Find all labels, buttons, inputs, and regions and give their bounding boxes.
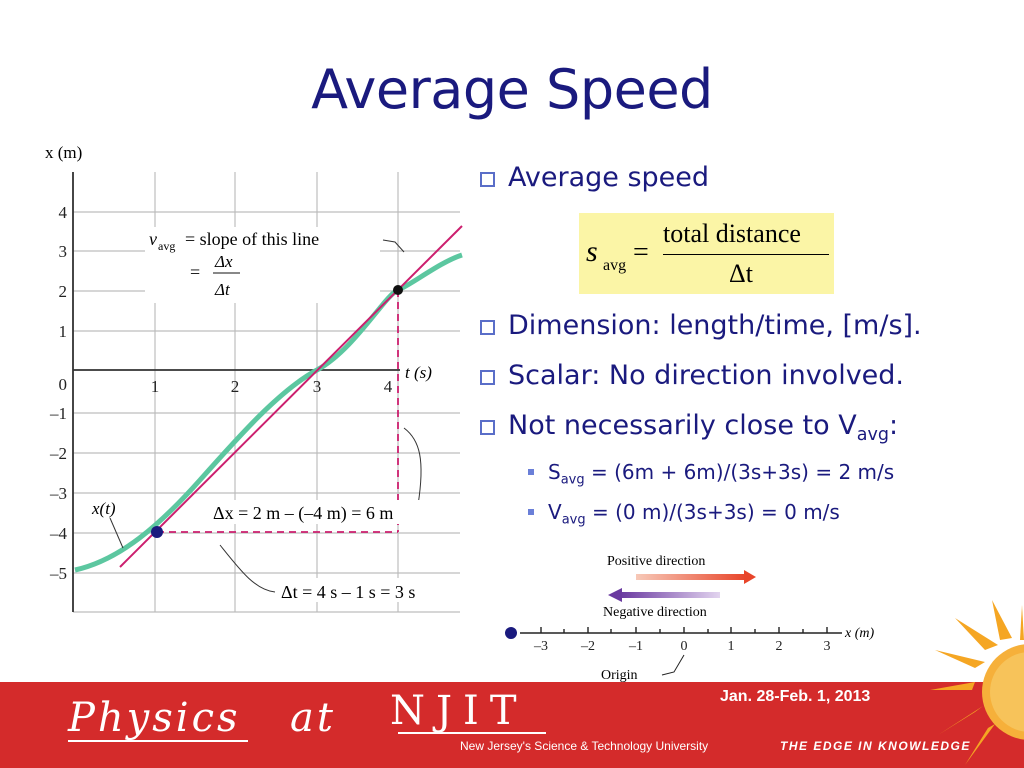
bullet-box-icon bbox=[480, 370, 495, 385]
positive-arrow bbox=[636, 574, 746, 580]
y-tick: –1 bbox=[49, 404, 67, 423]
x-tick: 3 bbox=[313, 377, 322, 396]
y-tick: 2 bbox=[59, 282, 68, 301]
nl-tick: 2 bbox=[776, 639, 783, 654]
footer-underline bbox=[68, 740, 248, 742]
nl-tick: 0 bbox=[681, 639, 688, 654]
nl-tick: –1 bbox=[628, 639, 643, 654]
nl-tick: –3 bbox=[533, 639, 548, 654]
slide-title: Average Speed bbox=[311, 58, 713, 121]
delta-t-label: Δt = 4 s – 1 s = 3 s bbox=[281, 582, 415, 602]
bullet-box-icon bbox=[480, 420, 495, 435]
sun-logo-icon bbox=[930, 600, 1024, 765]
sub-bullet-square-icon bbox=[528, 469, 534, 475]
annotation-v: v bbox=[149, 229, 157, 249]
njit-underline bbox=[398, 732, 546, 734]
y-axis-label: x (m) bbox=[45, 143, 82, 162]
formula-numerator: total distance bbox=[663, 219, 801, 248]
nl-tick: –2 bbox=[580, 639, 595, 654]
bullet-box-icon bbox=[480, 172, 495, 187]
number-line-dot bbox=[505, 627, 517, 639]
bullet-box-icon bbox=[480, 320, 495, 335]
annotation-num1: Δx bbox=[214, 252, 233, 271]
fraction-bar bbox=[663, 254, 829, 255]
footer-banner: Physics at NJIT New Jersey's Science & T… bbox=[0, 682, 1024, 768]
sub-bullet-vavg: Vavg = (0 m)/(3s+3s) = 0 m/s bbox=[528, 500, 840, 528]
y-tick: 0 bbox=[59, 375, 68, 394]
footer-date: Jan. 28-Feb. 1, 2013 bbox=[720, 688, 871, 705]
start-point bbox=[151, 526, 163, 538]
annotation-eq1: = bbox=[190, 262, 200, 282]
formula-lhs: s bbox=[586, 235, 598, 268]
bullet-average-speed: Average speed bbox=[478, 162, 709, 193]
end-point bbox=[393, 285, 403, 295]
position-time-graph: x (m) t (s) 4 3 2 1 0 –1 –2 –3 –4 –5 1 2… bbox=[45, 143, 465, 613]
direction-number-line: Positive direction Negative direction –3… bbox=[505, 545, 894, 685]
y-tick: 1 bbox=[59, 322, 68, 341]
footer-edge-tagline: THE EDGE IN KNOWLEDGE bbox=[780, 739, 971, 753]
y-tick: –3 bbox=[49, 484, 67, 503]
sub-bullet-savg: Savg = (6m + 6m)/(3s+3s) = 2 m/s bbox=[528, 460, 894, 488]
bullet-dimension: Dimension: length/time, [m/s]. bbox=[478, 310, 922, 341]
y-tick: –2 bbox=[49, 444, 67, 463]
annotation-v-sub: avg bbox=[158, 239, 175, 253]
formula-lhs-sub: avg bbox=[603, 257, 627, 274]
origin-label: Origin bbox=[601, 668, 638, 683]
footer-njit-logo: NJIT bbox=[390, 688, 528, 734]
footer-njit-tagline: New Jersey's Science & Technology Univer… bbox=[460, 739, 709, 753]
sub-bullet-square-icon bbox=[528, 509, 534, 515]
delta-x-label: Δx = 2 m – (–4 m) = 6 m bbox=[213, 503, 393, 524]
footer-physics: Physics bbox=[68, 695, 241, 741]
bullet-not-close: Not necessarily close to Vavg: bbox=[478, 410, 898, 445]
average-velocity-line bbox=[119, 225, 463, 568]
annotation-den1: Δt bbox=[214, 280, 231, 299]
formula-equals: = bbox=[633, 237, 649, 268]
y-tick: –4 bbox=[49, 524, 68, 543]
position-curve bbox=[74, 252, 463, 573]
negative-arrow bbox=[620, 592, 720, 598]
y-tick: 4 bbox=[59, 203, 68, 222]
average-speed-formula: s avg = total distance Δt bbox=[579, 213, 834, 294]
nl-tick: 3 bbox=[824, 639, 831, 654]
y-tick: 3 bbox=[59, 242, 68, 261]
y-tick: –5 bbox=[49, 564, 67, 583]
nl-axis-label: x (m) bbox=[844, 626, 874, 641]
x-tick: 2 bbox=[231, 377, 240, 396]
footer-at: at bbox=[290, 695, 336, 741]
positive-direction-label: Positive direction bbox=[607, 554, 705, 569]
x-axis-label: t (s) bbox=[405, 363, 432, 382]
negative-direction-label: Negative direction bbox=[603, 605, 707, 620]
x-tick: 1 bbox=[151, 377, 160, 396]
formula-denominator: Δt bbox=[729, 259, 753, 288]
annotation-slope: = slope of this line bbox=[185, 229, 319, 249]
x-tick: 4 bbox=[384, 377, 393, 396]
bullet-scalar: Scalar: No direction involved. bbox=[478, 360, 904, 391]
nl-tick: 1 bbox=[728, 639, 735, 654]
curve-label: x(t) bbox=[91, 499, 116, 518]
